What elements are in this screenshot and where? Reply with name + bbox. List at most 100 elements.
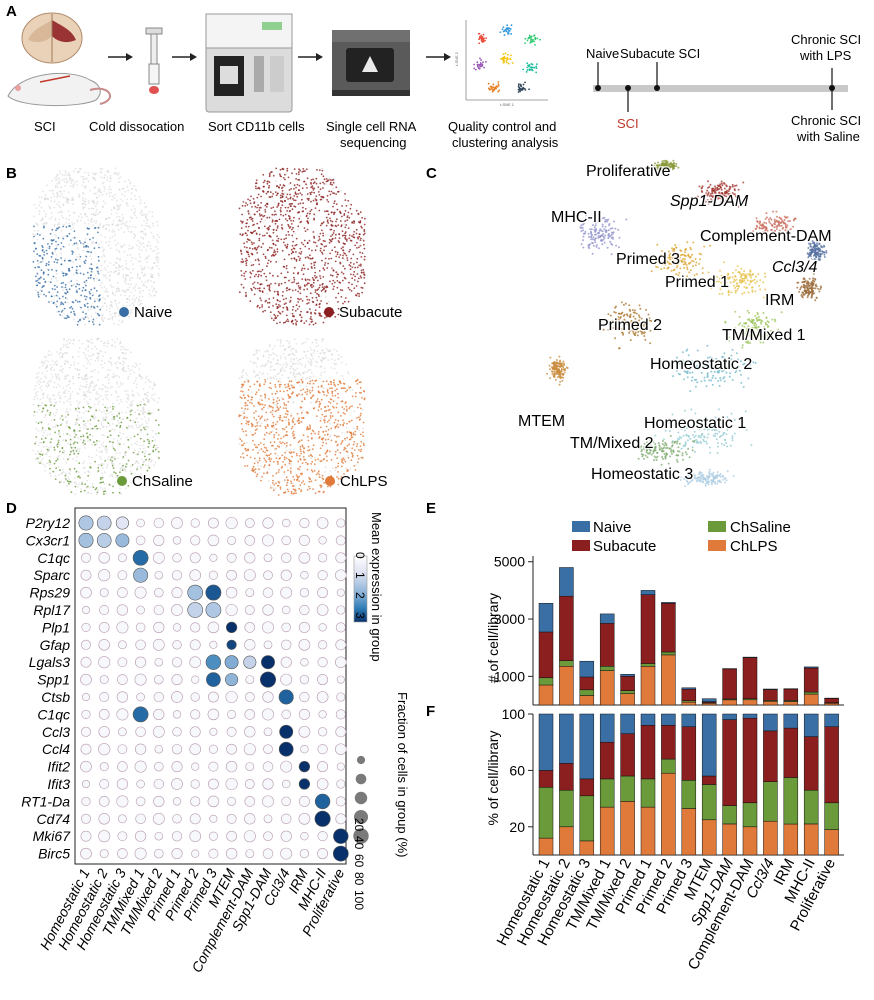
umap-dot-subacute	[355, 232, 358, 235]
umap-dot-chlps	[264, 433, 267, 436]
umap-dot-subacute	[336, 280, 339, 282]
umap-dot-subacute	[250, 287, 253, 290]
umap-dot-subacute	[315, 182, 318, 185]
umap-dot-chsaline	[56, 458, 59, 461]
umap-dot-naive	[83, 318, 85, 320]
umap-dot-subacute	[269, 225, 271, 228]
umap-dot-chlps	[345, 405, 348, 408]
umap-dot-subacute	[245, 225, 248, 228]
umap-dot-subacute	[344, 267, 346, 270]
umap-dot-chsaline	[145, 392, 147, 395]
umap-dot-naive	[117, 228, 120, 231]
umap-dot-chsaline	[106, 408, 108, 411]
umap-dot-naive	[81, 184, 84, 187]
umap-dot-chlps	[342, 462, 344, 464]
umap-dot-chlps	[302, 410, 304, 412]
umap-dot-chlps	[283, 428, 286, 431]
umap-dot-subacute	[334, 237, 337, 240]
umap-dot-subacute	[302, 264, 305, 267]
umap-dot-naive	[151, 211, 154, 214]
umap-dot-naive	[91, 294, 94, 297]
umap-dot-chsaline	[61, 472, 64, 474]
umap-dot-chsaline	[73, 364, 76, 366]
umap-dot-chsaline	[116, 337, 119, 340]
umap-dot-chsaline	[131, 394, 134, 396]
umap-dot-naive	[68, 225, 70, 227]
umap-dot-naive	[130, 208, 133, 211]
umap-dot-chsaline	[140, 458, 143, 461]
umap-dot-subacute	[269, 260, 272, 263]
umap-dot-subacute	[266, 216, 269, 219]
umap-dot-chlps	[310, 457, 312, 460]
umap-dot-chlps	[292, 493, 295, 495]
umap-dot-subacute	[294, 309, 297, 312]
umap-dot-chsaline	[77, 376, 80, 379]
umap-dot-chsaline	[99, 395, 102, 397]
umap-dot-chsaline	[127, 459, 130, 462]
umap-dot-naive	[58, 201, 61, 204]
umap-dot-subacute	[288, 234, 290, 236]
umap-dot-subacute	[319, 224, 322, 227]
umap-dot-naive	[90, 257, 93, 260]
umap-dot-naive	[81, 199, 84, 202]
umap-dot-naive	[156, 256, 159, 259]
umap-dot-chsaline	[131, 464, 134, 466]
umap-dot-subacute	[285, 234, 288, 237]
umap-dot-naive	[62, 196, 64, 199]
umap-dot-naive	[53, 225, 56, 227]
mini-tsne-dot	[507, 33, 509, 35]
umap-dot-chsaline	[81, 483, 83, 485]
umap-dot-subacute	[317, 234, 319, 237]
umap-dot-chsaline	[123, 443, 125, 445]
umap-dot-chsaline	[134, 462, 137, 464]
umap-dot-subacute	[363, 255, 366, 258]
umap-dot-subacute	[330, 240, 333, 243]
umap-dot-naive	[108, 307, 111, 310]
umap-dot-chsaline	[90, 492, 93, 495]
umap-dot-naive	[67, 316, 69, 318]
umap-dot-naive	[62, 216, 64, 219]
umap-dot-subacute	[297, 301, 300, 303]
umap-dot-chlps	[300, 378, 303, 381]
umap-dot-chsaline	[46, 451, 49, 453]
umap-dot-naive	[48, 247, 51, 250]
umap-dot-chlps	[249, 385, 252, 388]
umap-dot-naive	[62, 289, 64, 292]
umap-dot-chsaline	[39, 386, 42, 389]
umap-dot-subacute	[280, 238, 283, 241]
umap-dot-subacute	[304, 170, 306, 172]
umap-dot-chlps	[247, 380, 250, 382]
umap-dot-chlps	[362, 427, 364, 430]
umap-dot-naive	[43, 251, 46, 254]
umap-dot-chlps	[268, 353, 271, 356]
umap-dot-naive	[55, 235, 58, 238]
umap-dot-naive	[113, 172, 116, 175]
umap-dot-chsaline	[48, 428, 50, 430]
umap-dot-chsaline	[54, 475, 57, 477]
umap-dot-naive	[50, 239, 53, 241]
umap-dot-chsaline	[77, 476, 79, 478]
umap-dot-chsaline	[153, 393, 156, 396]
umap-dot-subacute	[322, 234, 325, 237]
umap-dot-naive	[123, 231, 125, 234]
umap-dot-chlps	[350, 452, 353, 454]
umap-dot-naive	[86, 302, 89, 305]
umap-dot-naive	[131, 257, 134, 260]
umap-dot-naive	[125, 263, 128, 265]
umap-dot-naive	[80, 294, 82, 297]
umap-dot-naive	[33, 230, 36, 232]
umap-dot-naive	[120, 227, 123, 229]
umap-dot-chlps	[306, 357, 308, 359]
umap-dot-chlps	[250, 360, 252, 363]
umap-dot-chsaline	[121, 418, 124, 421]
umap-dot-subacute	[321, 286, 324, 289]
umap-dot-chlps	[351, 389, 354, 391]
umap-dot-chsaline	[151, 394, 154, 396]
umap-dot-subacute	[247, 249, 250, 252]
umap-dot-chlps	[244, 402, 247, 404]
umap-dot-naive	[129, 291, 132, 294]
mini-tsne-dot	[504, 52, 507, 55]
umap-dot-subacute	[342, 249, 344, 252]
umap-dot-chsaline	[120, 348, 122, 351]
umap-dot-naive	[48, 245, 51, 248]
